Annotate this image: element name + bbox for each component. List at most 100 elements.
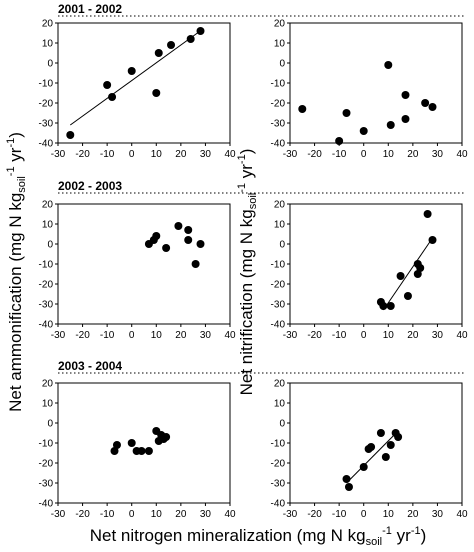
data-point [376, 429, 385, 437]
plot-frame [289, 203, 463, 325]
data-point [196, 27, 205, 35]
data-point [103, 81, 112, 89]
x-tick-label: -30 [283, 149, 298, 160]
y-tick-label: -10 [271, 260, 286, 271]
data-point [381, 453, 390, 461]
data-point [401, 115, 410, 123]
y-tick-label: 10 [42, 39, 54, 50]
x-tick-label: -30 [51, 509, 66, 520]
x-tick-label: 40 [224, 330, 236, 341]
x-tick-label: 40 [456, 509, 468, 520]
x-tick-label: 10 [151, 149, 163, 160]
x-tick-label: -10 [100, 330, 115, 341]
data-point [174, 222, 183, 230]
y-tick-label: -10 [271, 439, 286, 450]
regression-line [382, 237, 433, 311]
x-tick-label: 0 [129, 509, 135, 520]
y-tick-label: -10 [39, 439, 54, 450]
y-tick-label: 20 [274, 19, 286, 30]
x-tick-label: 0 [361, 330, 367, 341]
data-point [108, 93, 117, 101]
plot-frame [57, 203, 231, 325]
y-tick-label: -30 [271, 300, 286, 311]
data-point [110, 447, 119, 455]
x-tick-label: -10 [332, 509, 347, 520]
x-tick-label: -30 [283, 330, 298, 341]
data-point [367, 443, 376, 451]
data-point [413, 270, 422, 278]
plot-frame [289, 382, 463, 504]
y-tick-label: -20 [271, 99, 286, 110]
data-point [401, 91, 410, 99]
x-tick-label: 20 [175, 509, 187, 520]
data-point [335, 137, 344, 145]
data-point [386, 441, 395, 449]
y-tick-label: 10 [274, 39, 286, 50]
x-tick-label: 10 [383, 509, 395, 520]
x-tick-label: -30 [283, 509, 298, 520]
data-point [154, 49, 163, 57]
data-point [152, 89, 161, 97]
x-tick-label: 10 [151, 330, 163, 341]
x-tick-label: -20 [307, 149, 322, 160]
x-tick-label: -30 [51, 330, 66, 341]
data-point [403, 292, 412, 300]
y-tick-label: 10 [274, 399, 286, 410]
x-tick-label: 40 [224, 149, 236, 160]
data-point [112, 441, 121, 449]
x-tick-label: 40 [224, 509, 236, 520]
y-tick-label: -20 [271, 459, 286, 470]
data-point [342, 475, 351, 483]
x-tick-label: 30 [432, 509, 444, 520]
y-axis-title-left: Net ammonification (mg N kgsoil-1 yr-1) [5, 132, 28, 412]
data-point [152, 232, 161, 240]
y-tick-label: -40 [39, 320, 54, 331]
data-point [421, 99, 430, 107]
data-point [298, 105, 307, 113]
x-tick-label: -10 [100, 509, 115, 520]
x-tick-label: -10 [332, 330, 347, 341]
x-tick-label: 0 [129, 330, 135, 341]
data-point [127, 439, 136, 447]
data-point [186, 35, 195, 43]
row-title-2: 2002 - 2003 [58, 179, 122, 193]
data-point [191, 260, 200, 268]
x-tick-label: 20 [175, 330, 187, 341]
y-tick-label: 10 [42, 220, 54, 231]
x-tick-label: -20 [75, 149, 90, 160]
y-tick-label: 20 [274, 379, 286, 390]
data-point [66, 131, 75, 139]
data-point [396, 272, 405, 280]
y-tick-label: 20 [42, 379, 54, 390]
plot-frame [57, 382, 231, 504]
y-tick-label: -40 [271, 499, 286, 510]
y-tick-label: 0 [279, 240, 285, 251]
regression-line [346, 430, 399, 484]
y-axis-title-right: Net nitrification (mg N kgsoil-1 yr-1) [236, 149, 259, 396]
data-point [359, 463, 368, 471]
x-tick-label: 0 [129, 149, 135, 160]
x-tick-label: 40 [456, 149, 468, 160]
data-point [386, 302, 395, 310]
data-point [428, 103, 437, 111]
data-point [196, 240, 205, 248]
y-tick-label: 20 [42, 19, 54, 30]
x-tick-label: 20 [407, 330, 419, 341]
x-tick-label: 30 [200, 330, 212, 341]
x-tick-label: 20 [407, 509, 419, 520]
data-point [428, 236, 437, 244]
x-tick-label: 20 [175, 149, 187, 160]
y-tick-label: -30 [271, 479, 286, 490]
x-tick-label: 20 [407, 149, 419, 160]
x-tick-label: 0 [361, 149, 367, 160]
y-tick-label: -30 [39, 300, 54, 311]
x-axis-title: Net nitrogen mineralization (mg N kgsoil… [90, 525, 427, 548]
y-tick-label: -40 [271, 139, 286, 150]
row-title-3: 2003 - 2004 [58, 359, 122, 373]
regression-line [69, 28, 204, 126]
